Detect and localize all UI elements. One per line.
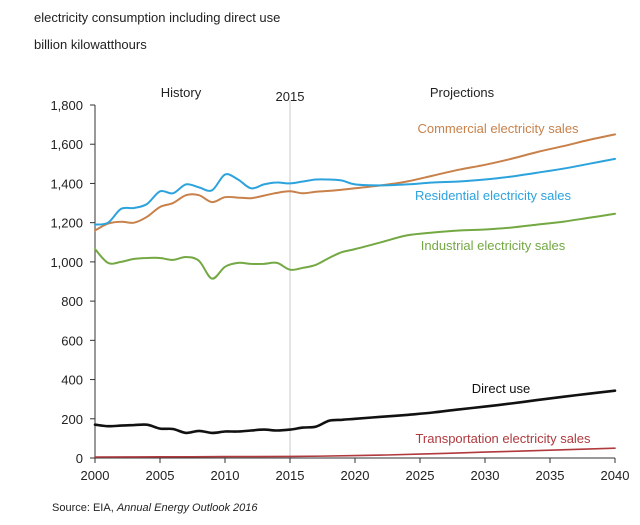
series-line-industrial xyxy=(94,212,616,280)
y-tick-label: 1,600 xyxy=(50,137,83,152)
series-layer xyxy=(93,133,617,458)
y-tick-label: 1,800 xyxy=(50,98,83,113)
series-label-commercial: Commercial electricity sales xyxy=(417,121,579,136)
series-label-industrial: Industrial electricity sales xyxy=(421,238,566,253)
y-tick-label: 0 xyxy=(76,451,83,466)
x-tick-label: 2005 xyxy=(146,468,175,483)
series-line-residential xyxy=(94,157,616,226)
y-tick-label: 600 xyxy=(61,333,83,348)
x-tick-label: 2035 xyxy=(536,468,565,483)
x-tick-label: 2030 xyxy=(471,468,500,483)
y-tick-label: 400 xyxy=(61,373,83,388)
series-label-transportation: Transportation electricity sales xyxy=(415,431,591,446)
x-tick-label: 2015 xyxy=(276,468,305,483)
chart-units: billion kilowatthours xyxy=(34,37,147,52)
y-tick-label: 1,000 xyxy=(50,255,83,270)
series-label-direct_use: Direct use xyxy=(472,381,531,396)
label-layer: Commercial electricity sales Residential … xyxy=(415,121,591,446)
line-chart: 2015 History Projections 0 200 400 600 800 1,00… xyxy=(50,85,629,483)
source-prefix: Source: EIA, xyxy=(52,502,117,514)
y-tick-label: 800 xyxy=(61,294,83,309)
series-line-commercial xyxy=(94,133,616,232)
series-label-residential: Residential electricity sales xyxy=(415,188,572,203)
x-tick-label: 2010 xyxy=(211,468,240,483)
history-label: History xyxy=(161,85,202,100)
y-tick-label: 1,200 xyxy=(50,216,83,231)
divider-layer: 2015 History Projections xyxy=(161,85,495,458)
x-tick-label: 2025 xyxy=(406,468,435,483)
source-publication: Annual Energy Outlook 2016 xyxy=(116,502,258,514)
y-tick-label: 1,400 xyxy=(50,176,83,191)
chart-subtitle: electricity consumption including direct… xyxy=(34,10,281,25)
projections-label: Projections xyxy=(430,85,495,100)
axis-layer: 0 200 400 600 800 1,000 1,200 1,400 1,600 1,800 20… xyxy=(50,98,629,483)
y-tick-label: 200 xyxy=(61,412,83,427)
series-line-transportation xyxy=(94,447,616,458)
divider-label: 2015 xyxy=(276,89,305,104)
x-tick-label: 2020 xyxy=(341,468,370,483)
x-tick-label: 2000 xyxy=(81,468,110,483)
source-note: Source: EIA, Annual Energy Outlook 2016 xyxy=(52,502,257,514)
x-tick-label: 2040 xyxy=(601,468,630,483)
series-line-direct_use xyxy=(93,389,617,435)
